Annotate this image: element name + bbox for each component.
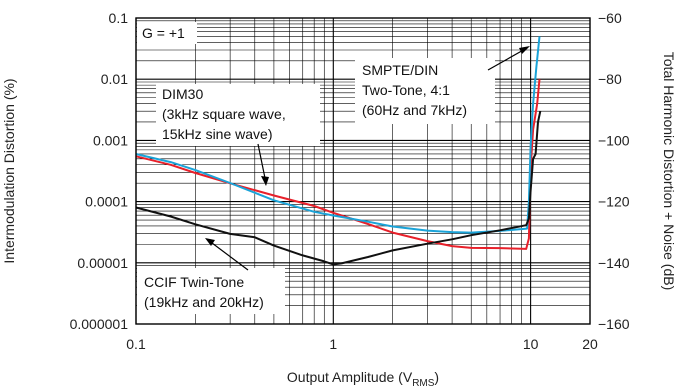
x-tick-label: 1	[329, 336, 337, 352]
smpte-pointer	[487, 47, 528, 71]
smpte-label: SMPTE/DIN Two-Tone, 4:1 (60Hz and 7kHz)	[362, 62, 467, 118]
x-tick-label: 20	[582, 336, 598, 352]
dim30-arrowhead	[261, 176, 269, 186]
y-right-tick-label: −60	[598, 10, 622, 26]
smpte-line-2: Two-Tone, 4:1	[362, 82, 450, 98]
dim30-line-1: DIM30	[162, 86, 203, 102]
smpte-label-box	[355, 58, 495, 124]
y-tick-label: 0.01	[101, 71, 128, 87]
black-series-line	[135, 110, 542, 266]
ccif-label: CCIF Twin-Tone (19kHz and 20kHz)	[144, 274, 264, 310]
y-tick-label: 0.0001	[85, 194, 128, 210]
tick-labels: 0.1 1 10 20 0.1 0.01 0.001 0.0001 0.00001 0.00000…	[70, 10, 630, 352]
y-tick-label: 0.00001	[77, 255, 128, 271]
ccif-pointer	[207, 239, 249, 271]
y-right-tick-label: −160	[598, 316, 630, 332]
dim30-line-2: (3kHz square wave,	[162, 106, 286, 122]
ccif-arrowhead	[205, 238, 215, 246]
x-axis-label-subscript: RMS	[412, 378, 435, 389]
x-tick-label: 0.1	[126, 336, 146, 352]
y-right-tick-label: −80	[598, 71, 622, 87]
smpte-line-3: (60Hz and 7kHz)	[362, 102, 467, 118]
smpte-line-1: SMPTE/DIN	[362, 62, 438, 78]
gain-label: G = +1	[142, 25, 185, 41]
x-axis-label: Output Amplitude (VRMS)	[287, 369, 439, 389]
dim30-label-box	[156, 84, 320, 146]
y-right-tick-label: −120	[598, 194, 630, 210]
ccif-label-box	[137, 268, 285, 314]
y-axis-label-right: Total Harmonic Distortion + Noise (dB)	[661, 52, 677, 290]
smpte-arrowhead	[519, 46, 530, 54]
dim30-line-3: 15kHz sine wave)	[162, 126, 273, 142]
y-tick-label: 0.001	[93, 132, 128, 148]
y-axis-label-left: Intermodulation Distortion (%)	[1, 78, 17, 263]
ccif-line-2: (19kHz and 20kHz)	[144, 294, 264, 310]
gain-label-box	[137, 22, 197, 44]
plot-frame	[135, 17, 591, 325]
y-tick-label: 0.000001	[70, 316, 129, 332]
blue-series-line	[135, 36, 541, 234]
x-tick-label: 10	[523, 336, 539, 352]
dim30-label: DIM30 (3kHz square wave, 15kHz sine wave…	[162, 86, 290, 142]
ccif-line-1: CCIF Twin-Tone	[144, 274, 244, 290]
y-right-tick-label: −100	[598, 132, 630, 148]
y-tick-label: 0.1	[109, 10, 129, 26]
y-right-tick-label: −140	[598, 255, 630, 271]
series-layer	[135, 36, 542, 266]
